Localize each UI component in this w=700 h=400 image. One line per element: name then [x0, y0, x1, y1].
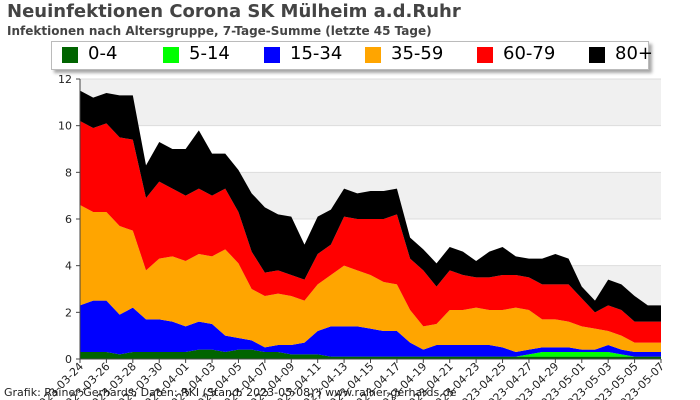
legend-swatch — [264, 47, 280, 63]
series-area-5-14 — [80, 349, 661, 357]
y-tick-label: 8 — [65, 166, 72, 179]
series-area-35-59 — [80, 205, 661, 352]
chart-title: Neuinfektionen Corona SK Mülheim a.d.Ruh… — [7, 1, 461, 22]
legend-label: 15-34 — [290, 43, 343, 64]
source-credit: Grafik: Rainer Gerhards, Daten: RKI (Sta… — [4, 386, 457, 399]
y-tick-label: 2 — [65, 306, 72, 319]
chart-subtitle: Infektionen nach Altersgruppe, 7-Tage-Su… — [7, 24, 432, 38]
legend-swatch — [365, 47, 381, 63]
legend-label: 0-4 — [88, 43, 118, 64]
y-tick-label: 0 — [65, 353, 72, 366]
series-area-0-4 — [80, 349, 661, 359]
series-area-60-79 — [80, 121, 661, 343]
series-area-80+ — [80, 90, 661, 322]
y-tick-label: 12 — [58, 73, 72, 86]
legend-label: 60-79 — [503, 43, 556, 64]
legend-swatch — [589, 47, 605, 63]
legend-label: 80+ — [615, 43, 653, 64]
y-tick-label: 10 — [58, 120, 72, 133]
grid-band — [80, 79, 661, 126]
legend-label: 35-59 — [391, 43, 444, 64]
legend-label: 5-14 — [189, 43, 230, 64]
legend-swatch — [163, 47, 179, 63]
y-tick-label: 4 — [65, 260, 72, 273]
legend: 0-4 5-14 15-34 35-59 60-79 80+ — [51, 41, 653, 70]
legend-swatch — [62, 47, 78, 63]
legend-swatch — [477, 47, 493, 63]
y-tick-label: 6 — [65, 213, 72, 226]
